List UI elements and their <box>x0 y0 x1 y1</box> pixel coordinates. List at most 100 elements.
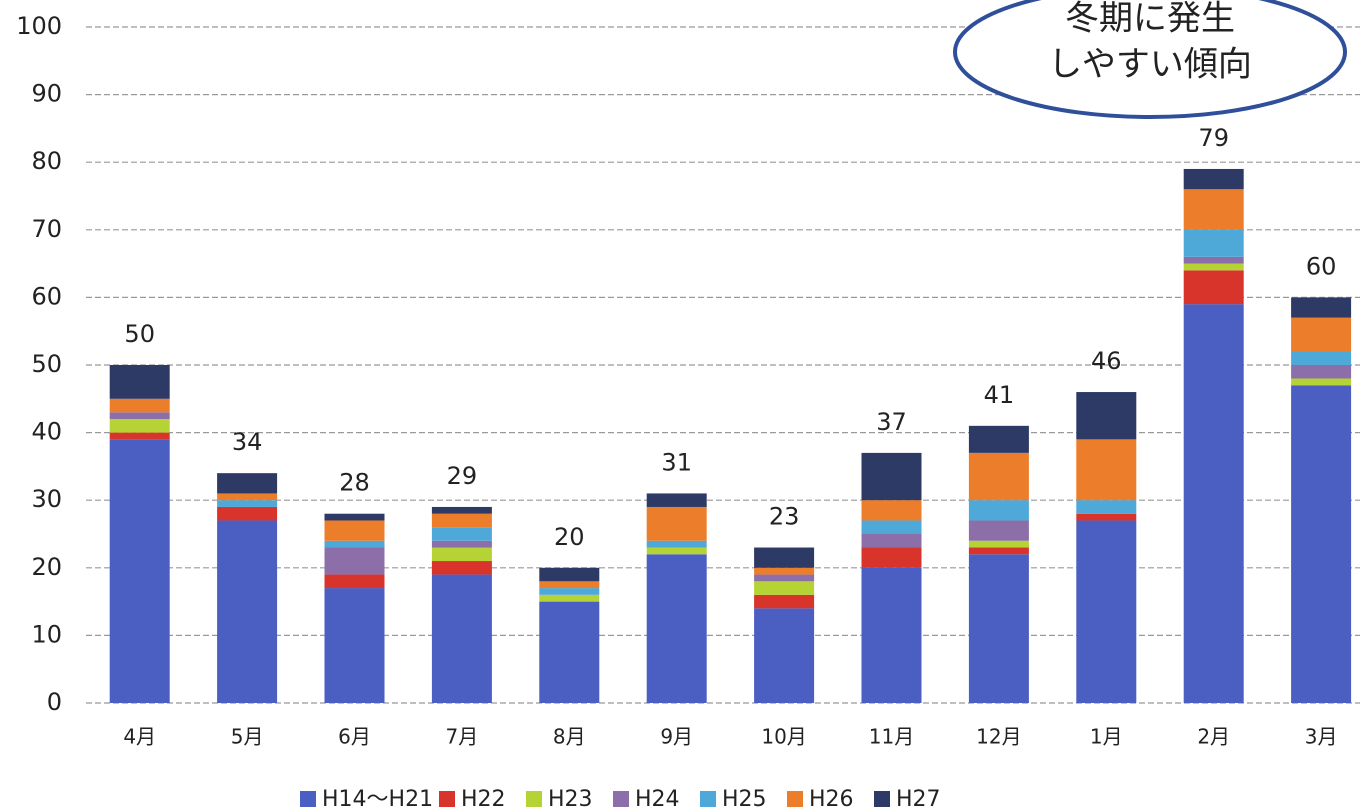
bar-segment <box>754 567 815 575</box>
y-tick-label: 30 <box>31 485 62 513</box>
legend-swatch <box>700 791 716 807</box>
y-tick-label: 90 <box>31 80 62 108</box>
bar-segment <box>968 425 1029 453</box>
bar-segment <box>539 601 600 703</box>
bar-segment <box>1183 168 1244 190</box>
bar-segment <box>109 412 170 420</box>
bar-segment <box>324 513 385 521</box>
bar-segment <box>754 608 815 703</box>
bar-segment <box>217 506 278 521</box>
legend-label: H26 <box>809 787 854 812</box>
total-label: 31 <box>661 448 692 476</box>
x-tick-label: 12月 <box>976 725 1021 749</box>
bar-segment <box>1076 520 1137 703</box>
y-tick-label: 100 <box>16 12 62 40</box>
bar-segment <box>646 554 707 703</box>
bar-segment <box>968 520 1029 541</box>
legend-swatch <box>613 791 629 807</box>
legend-label: H14～H21 <box>322 787 433 812</box>
bar-segment <box>1076 439 1137 501</box>
total-label: 41 <box>984 381 1015 409</box>
legend-swatch <box>439 791 455 807</box>
bar-segment <box>324 547 385 575</box>
bar-segment <box>539 588 600 595</box>
bar-segment <box>646 506 707 541</box>
total-label: 28 <box>339 469 370 497</box>
x-tick-label: 8月 <box>553 725 586 749</box>
y-tick-label: 50 <box>31 350 62 378</box>
bar-segment <box>1291 365 1352 379</box>
bar-segment <box>431 527 492 541</box>
bar-segment <box>1183 229 1244 257</box>
legend-swatch <box>526 791 542 807</box>
bar-segment <box>646 540 707 548</box>
bar-segment <box>217 520 278 703</box>
x-tick-label: 9月 <box>660 725 693 749</box>
bar-segment <box>754 581 815 595</box>
legend-label: H25 <box>722 787 767 812</box>
bar-segment <box>861 500 922 521</box>
bar-segment <box>646 493 707 507</box>
bar-segment <box>754 547 815 568</box>
x-tick-label: 2月 <box>1197 725 1230 749</box>
bar-segment <box>217 493 278 501</box>
bar-segment <box>539 567 600 582</box>
y-tick-label: 60 <box>31 282 62 310</box>
bar-segment <box>1183 304 1244 703</box>
bar-segment <box>1076 392 1137 440</box>
bar-segment <box>539 594 600 602</box>
bar-segment <box>1291 297 1352 318</box>
bar-segment <box>861 547 922 568</box>
bar-segment <box>217 500 278 507</box>
bar-segment <box>1291 385 1352 703</box>
bar-segment <box>1183 263 1244 271</box>
total-label: 46 <box>1091 347 1122 375</box>
bar-segment <box>968 540 1029 548</box>
bar-segment <box>968 500 1029 521</box>
bar-segment <box>431 506 492 514</box>
bar-segment <box>324 574 385 589</box>
total-label: 29 <box>447 462 478 490</box>
x-tick-label: 6月 <box>338 725 371 749</box>
bar-segment <box>431 540 492 548</box>
x-tick-label: 1月 <box>1090 725 1123 749</box>
total-label: 23 <box>769 503 800 531</box>
bar-segment <box>754 574 815 582</box>
y-tick-label: 0 <box>47 688 62 716</box>
x-tick-label: 5月 <box>231 725 264 749</box>
bar-segment <box>109 398 170 413</box>
bar-segment <box>1291 378 1352 386</box>
legend-label: H27 <box>896 787 941 812</box>
bar-segment <box>1183 189 1244 230</box>
y-tick-label: 10 <box>31 620 62 648</box>
x-tick-label: 11月 <box>869 725 914 749</box>
bar-segment <box>646 547 707 555</box>
legend-swatch <box>787 791 803 807</box>
bar-segment <box>217 473 278 494</box>
y-tick-label: 70 <box>31 215 62 243</box>
bar-segment <box>109 439 170 703</box>
bar-segment <box>431 574 492 703</box>
bar-segment <box>861 520 922 534</box>
total-label: 60 <box>1306 252 1337 280</box>
annotation-line: 冬期に発生 <box>1065 0 1235 39</box>
bar-segment <box>861 452 922 501</box>
y-tick-label: 80 <box>31 147 62 175</box>
y-tick-label: 40 <box>31 418 62 446</box>
bar-segment <box>431 513 492 528</box>
bar-segment <box>109 432 170 440</box>
x-tick-label: 3月 <box>1305 725 1338 749</box>
total-label: 37 <box>876 408 907 436</box>
annotation-ellipse <box>953 0 1347 119</box>
bar-segment <box>1183 256 1244 264</box>
legend-label: H24 <box>635 787 680 812</box>
bar-segment <box>1076 513 1137 521</box>
bar-segment <box>968 452 1029 501</box>
bar-segment <box>109 365 170 399</box>
bar-segment <box>1076 500 1137 514</box>
bar-segment <box>861 567 922 703</box>
annotation-line: しやすい傾向 <box>1048 45 1252 85</box>
bar-segment <box>431 547 492 562</box>
legend-swatch <box>874 791 890 807</box>
